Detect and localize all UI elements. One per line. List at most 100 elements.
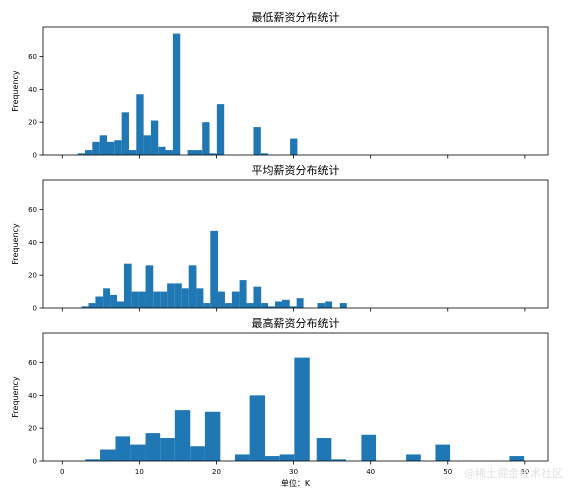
histogram-bar: [117, 301, 124, 308]
histogram-bar: [174, 283, 182, 308]
y-tick-label: 0: [33, 305, 37, 313]
subplot-3: 最高薪资分布统计 0 20 40 60 0 10 20 30 40 50 60 Frequency 单位：…: [11, 316, 549, 488]
histogram-bar: [85, 150, 93, 155]
histogram-bar: [123, 263, 132, 308]
histogram-bar: [203, 303, 211, 308]
plot-frame: [42, 332, 549, 462]
histogram-bar: [160, 438, 175, 461]
histogram-bar: [261, 303, 269, 308]
histogram-bar: [138, 291, 146, 308]
histogram-bar: [317, 303, 326, 308]
y-axis-label: Frequency: [11, 223, 20, 265]
subplot-panels: 最低薪资分布统计 0 20 40 60 Frequency 平均薪资分布统计 0 20 40 60 F…: [11, 11, 549, 488]
histogram-bar: [114, 140, 122, 155]
histogram-bar: [294, 357, 310, 461]
histogram-bar: [150, 120, 159, 155]
histogram-bar: [224, 303, 232, 308]
histogram-bar: [218, 291, 225, 308]
histogram-bar: [253, 286, 262, 308]
y-tick-label: 20: [28, 119, 37, 127]
y-tick-label: 0: [33, 152, 37, 160]
plot-frame: [42, 26, 549, 156]
histogram-bar: [165, 150, 173, 155]
subplot-2: 平均薪资分布统计 0 20 40 60 Frequency: [11, 164, 549, 313]
y-tick-label: 40: [28, 392, 37, 400]
y-axis-label: Frequency: [11, 70, 20, 112]
histogram-bar: [209, 153, 217, 155]
histogram-bar: [77, 153, 86, 155]
histogram-bar: [316, 438, 332, 461]
y-axis-label: Frequency: [11, 376, 20, 418]
histogram-bar: [85, 459, 101, 461]
histogram-bar: [158, 146, 166, 155]
y-tick-label: 60: [28, 359, 37, 367]
histogram-bar: [406, 454, 421, 461]
histogram-bar: [204, 411, 221, 461]
histogram-bar: [81, 306, 89, 308]
histogram-bar: [181, 288, 189, 308]
histogram-bar: [187, 150, 195, 155]
histogram-bar: [239, 280, 247, 308]
histogram-bar: [153, 291, 161, 308]
histogram-bar: [275, 301, 283, 308]
y-tick-label: 60: [28, 53, 37, 61]
histogram-bar: [103, 288, 111, 308]
histogram-bar: [128, 150, 137, 155]
x-tick-label: 60: [520, 468, 529, 476]
histogram-bar: [253, 127, 261, 155]
histogram-bar: [131, 291, 139, 308]
y-tick-label: 40: [28, 239, 37, 247]
x-tick-label: 20: [212, 468, 221, 476]
histogram-bar: [282, 299, 290, 308]
subplot-title: 平均薪资分布统计: [252, 164, 340, 177]
y-tick-label: 20: [28, 425, 37, 433]
histogram-bar: [110, 294, 118, 308]
histogram-bar: [331, 459, 346, 461]
histogram-bar: [92, 141, 100, 155]
histogram-bar: [88, 303, 96, 308]
y-tick-label: 60: [28, 206, 37, 214]
subplot-title: 最低薪资分布统计: [252, 11, 340, 24]
histogram-bar: [210, 230, 219, 308]
histogram-bar: [194, 150, 203, 155]
histogram-bar: [196, 288, 204, 308]
histogram-bar: [136, 94, 144, 155]
histogram-bar: [95, 296, 104, 308]
histogram-bar: [246, 303, 254, 308]
histogram-bar: [99, 135, 107, 155]
histogram-bar: [509, 456, 525, 461]
histogram-bar: [265, 456, 280, 461]
x-axis-label: 单位：K: [281, 478, 311, 488]
histogram-bar: [145, 433, 161, 461]
histogram-bar: [174, 410, 191, 461]
subplot-title: 最高薪资分布统计: [252, 316, 340, 330]
histogram-bar: [202, 122, 210, 155]
histogram-bar: [106, 141, 115, 155]
histogram-bar: [296, 298, 304, 308]
histogram-bar: [167, 283, 175, 308]
histogram-bar: [115, 436, 131, 461]
y-tick-label: 40: [28, 86, 37, 94]
histogram-bar: [100, 449, 116, 461]
histogram-bar: [130, 444, 146, 461]
histogram-bar: [188, 265, 197, 308]
histogram-bar: [121, 112, 129, 155]
histogram-bar: [216, 104, 225, 155]
histogram-bar: [231, 291, 240, 308]
histogram-bar: [260, 153, 269, 155]
x-tick-label: 10: [135, 468, 144, 476]
x-tick-label: 30: [289, 468, 298, 476]
histogram-bar: [143, 135, 151, 155]
y-tick-label: 0: [33, 458, 37, 466]
histogram-bar: [190, 446, 205, 461]
histogram-bar: [435, 444, 451, 461]
histogram-bar: [249, 395, 266, 461]
y-tick-label: 20: [28, 272, 37, 280]
histogram-bar: [234, 454, 250, 461]
x-tick-label: 50: [443, 468, 452, 476]
histogram-bar: [290, 138, 298, 155]
x-tick-label: 40: [366, 468, 375, 476]
histogram-bar: [268, 306, 276, 308]
x-tick-label: 0: [60, 468, 64, 476]
